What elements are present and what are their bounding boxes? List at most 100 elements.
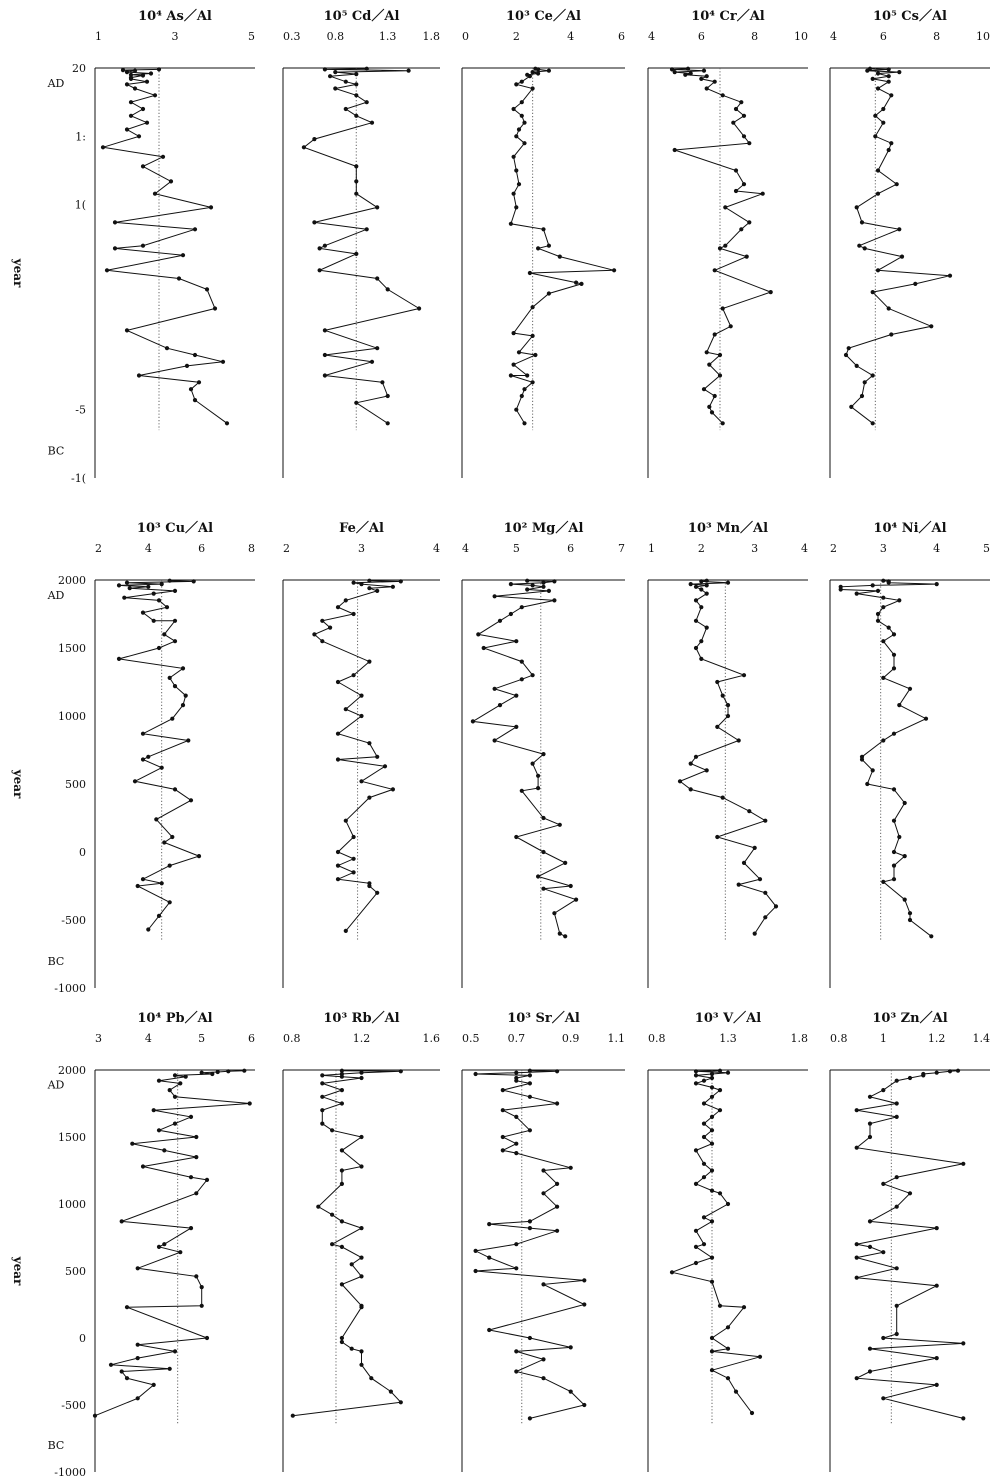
panel-10-point-20 bbox=[140, 1164, 146, 1169]
panel-13-xtick-1: 1.3 bbox=[719, 1032, 737, 1045]
panel-5-point-33 bbox=[154, 817, 159, 822]
panel-5-point-28 bbox=[140, 757, 146, 762]
panel-2-point-28 bbox=[527, 270, 533, 276]
panel-4-series-line bbox=[845, 68, 951, 424]
panel-11-point-10 bbox=[339, 1101, 344, 1106]
panel-2-point-29 bbox=[574, 280, 579, 285]
panel-6-point-27 bbox=[367, 795, 372, 800]
y-tick-label-r1-3: 500 bbox=[65, 778, 86, 791]
panel-3-point-15 bbox=[741, 134, 747, 139]
panel-11-xtick-2: 1.6 bbox=[423, 1032, 441, 1045]
panel-11-point-33 bbox=[349, 1346, 354, 1351]
panel-4-point-33 bbox=[843, 352, 849, 358]
panel-11-xtick-1: 1.2 bbox=[353, 1032, 371, 1045]
panel-12-point-13 bbox=[527, 1128, 533, 1133]
panel-10-point-40 bbox=[119, 1369, 124, 1374]
panel-5-point-10 bbox=[156, 598, 162, 603]
panel-9-point-12 bbox=[875, 611, 881, 617]
panel-3-point-34 bbox=[717, 352, 723, 358]
panel-9-point-19 bbox=[881, 675, 886, 681]
panel-14-xtick-2: 1.2 bbox=[928, 1032, 946, 1045]
panel-2-point-3 bbox=[530, 70, 535, 75]
panel-8-point-33 bbox=[757, 877, 763, 882]
panel-5-point-30 bbox=[132, 779, 138, 784]
panel-6-point-0 bbox=[367, 578, 372, 583]
panel-5-point-40 bbox=[135, 883, 140, 889]
panel-13-point-19 bbox=[701, 1161, 707, 1166]
y-tick-label-r2-5: -500 bbox=[61, 1399, 86, 1412]
y-axis-title-r2: year bbox=[11, 1256, 25, 1286]
panel-14-point-4 bbox=[921, 1073, 926, 1078]
panel-9-point-33 bbox=[891, 849, 897, 855]
panel-4-point-32 bbox=[846, 346, 851, 351]
panel-11-point-13 bbox=[330, 1128, 335, 1133]
panel-4-point-10 bbox=[881, 106, 886, 112]
panel-1-point-12 bbox=[354, 113, 359, 118]
panel-11-point-1 bbox=[398, 1069, 403, 1074]
panel-9-point-40 bbox=[907, 917, 913, 923]
panel-6-point-16 bbox=[335, 679, 341, 685]
panel-12-point-22 bbox=[555, 1204, 560, 1209]
panel-10-point-10 bbox=[172, 1094, 178, 1099]
panel-0-point-9 bbox=[144, 79, 150, 84]
panel-4-title: 10⁵ Cs／Al bbox=[873, 8, 947, 24]
panel-12-point-30 bbox=[514, 1266, 519, 1271]
panel-5-point-18 bbox=[116, 656, 122, 662]
panel-10-point-25 bbox=[188, 1226, 194, 1231]
panel-5-point-24 bbox=[170, 716, 175, 721]
panel-2-point-37 bbox=[511, 362, 516, 367]
panel-12-point-0 bbox=[527, 1068, 533, 1073]
panel-1-point-28 bbox=[417, 306, 422, 311]
panel-0-point-11 bbox=[132, 86, 138, 91]
panel-4-point-22 bbox=[857, 243, 862, 248]
panel-5-point-0 bbox=[167, 578, 172, 583]
panel-11-point-34 bbox=[359, 1349, 364, 1354]
panel-3-point-7 bbox=[699, 76, 704, 81]
panel-11-series-line bbox=[292, 1070, 402, 1417]
panel-4-point-12 bbox=[881, 120, 886, 125]
panel-14-xtick-3: 1.4 bbox=[973, 1032, 991, 1045]
panel-0-point-22 bbox=[168, 179, 174, 184]
panel-0-point-40 bbox=[196, 380, 202, 385]
panel-10-point-9 bbox=[167, 1088, 172, 1093]
panel-3-xtick-3: 10 bbox=[794, 30, 808, 43]
panel-8-point-34 bbox=[736, 882, 741, 887]
panel-13-point-2 bbox=[725, 1070, 731, 1075]
panel-5-point-9 bbox=[122, 595, 127, 600]
panel-6-title: Fe／Al bbox=[339, 520, 384, 536]
panel-14-point-8 bbox=[867, 1094, 873, 1099]
panel-7-point-20 bbox=[514, 693, 519, 698]
panel-12-point-10 bbox=[555, 1101, 560, 1106]
panel-14-point-33 bbox=[867, 1346, 873, 1351]
panel-14-point-36 bbox=[854, 1376, 859, 1381]
y-axis-title-r1: year bbox=[11, 769, 25, 799]
panel-11-point-12 bbox=[320, 1121, 325, 1126]
panel-6-point-21 bbox=[367, 741, 372, 746]
panel-1-point-31 bbox=[322, 352, 327, 358]
panel-0-point-32 bbox=[204, 287, 210, 292]
panel-8-point-22 bbox=[693, 754, 699, 759]
panel-13-point-31 bbox=[709, 1255, 715, 1260]
panel-14-point-34 bbox=[934, 1356, 939, 1361]
y-tick-label-r2-0: 2000 bbox=[58, 1064, 86, 1077]
panel-13-point-41 bbox=[757, 1354, 763, 1359]
panel-7-point-7 bbox=[546, 588, 552, 594]
panel-9-point-8 bbox=[854, 591, 859, 596]
panel-3-point-32 bbox=[712, 332, 717, 337]
panel-0-point-16 bbox=[144, 120, 150, 125]
panel-1-point-21 bbox=[364, 227, 369, 232]
panel-11-point-37 bbox=[388, 1389, 393, 1394]
panel-9-point-41 bbox=[929, 934, 934, 939]
panel-3-point-3 bbox=[672, 70, 677, 75]
panel-8-title: 10³ Mn／Al bbox=[688, 520, 768, 536]
panel-10-point-44 bbox=[92, 1413, 98, 1418]
panel-8-point-2 bbox=[725, 580, 731, 585]
panel-6-point-36 bbox=[367, 883, 372, 889]
panel-8-point-31 bbox=[752, 845, 757, 851]
panel-8-point-4 bbox=[704, 583, 709, 588]
panel-8-point-38 bbox=[752, 931, 757, 936]
panel-5-xtick-2: 6 bbox=[198, 542, 205, 555]
panel-10-point-35 bbox=[135, 1342, 140, 1347]
panel-0-point-18 bbox=[136, 134, 142, 139]
panel-7-point-30 bbox=[541, 815, 546, 821]
